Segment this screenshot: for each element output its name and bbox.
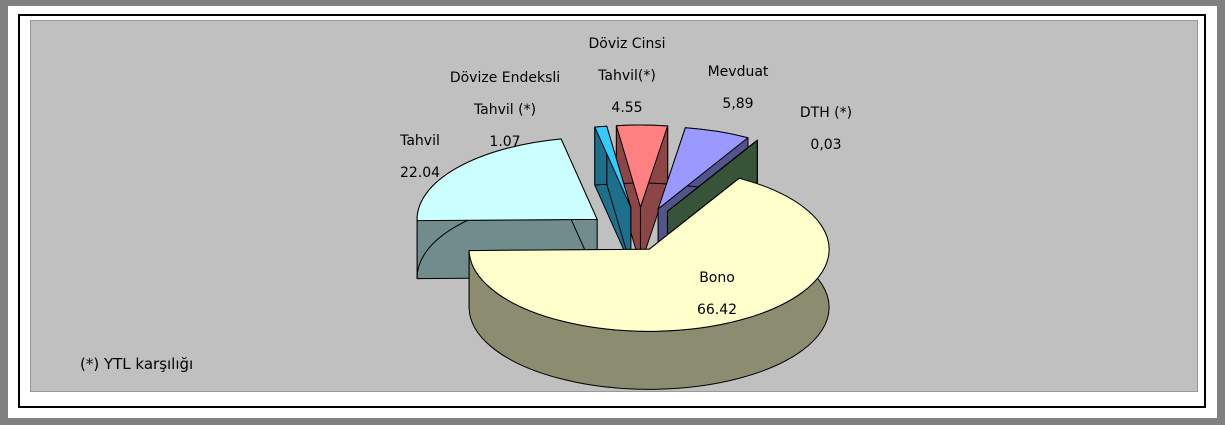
value-label: 66.42 — [696, 302, 738, 318]
data-label: Dövize Endeksli Tahvil (*) 1.07 — [445, 62, 565, 158]
value-label: 0,03 — [810, 137, 842, 153]
category-label: Dövize Endeksli Tahvil (*) — [449, 70, 561, 118]
slice-top — [468, 177, 830, 332]
value-label: 1.07 — [489, 134, 521, 150]
slice-top — [615, 124, 669, 208]
slice-top — [657, 127, 749, 210]
value-label: 22.04 — [399, 165, 441, 181]
slice-top — [416, 138, 598, 222]
data-label: Mevduat 5,89 — [668, 56, 808, 120]
footnote: (*) YTL karşılığı — [80, 355, 194, 373]
category-label: Tahvil — [400, 133, 440, 149]
category-label: Bono — [699, 270, 735, 286]
category-label: Döviz Cinsi Tahvil(*) — [588, 36, 666, 84]
category-label: Mevduat — [707, 64, 769, 80]
slice-top — [666, 139, 758, 212]
data-label: DTH (*) 0,03 — [766, 97, 886, 161]
data-label: Tahvil 22.04 — [360, 125, 480, 189]
value-label: 4.55 — [611, 100, 643, 116]
value-label: 5,89 — [722, 96, 754, 112]
slice-top — [594, 125, 632, 208]
category-label: DTH (*) — [799, 105, 853, 121]
data-label: Döviz Cinsi Tahvil(*) 4.55 — [577, 28, 677, 124]
data-label: Bono 66.42 — [617, 262, 817, 326]
